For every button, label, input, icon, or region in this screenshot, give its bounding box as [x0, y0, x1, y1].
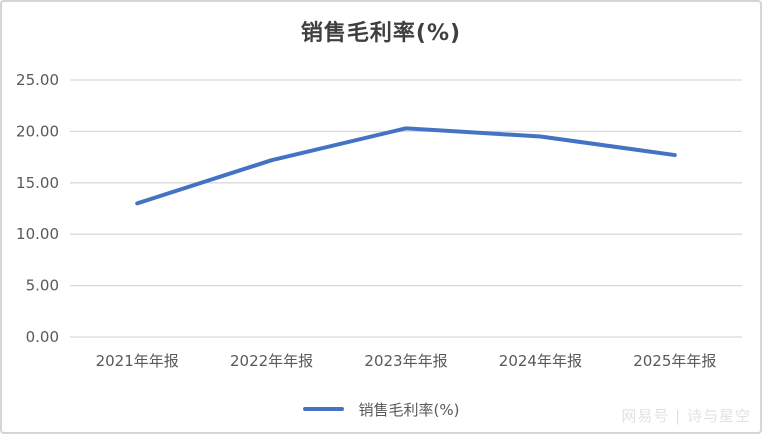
watermark-text: 网易号 | 诗与星空 — [621, 407, 751, 425]
x-tick-label: 2022年年报 — [230, 352, 313, 370]
legend-line-swatch-icon — [302, 407, 344, 411]
x-tick-label: 2024年年报 — [499, 352, 582, 370]
x-tick-label: 2021年年报 — [96, 352, 179, 370]
x-tick-label: 2023年年报 — [364, 352, 447, 370]
legend: 销售毛利率(%) — [2, 399, 760, 419]
y-tick-label: 15.00 — [16, 174, 59, 192]
legend-series-label: 销售毛利率(%) — [358, 400, 460, 419]
y-tick-label: 20.00 — [16, 122, 59, 140]
x-tick-label: 2025年年报 — [633, 352, 716, 370]
y-tick-label: 5.00 — [26, 277, 59, 295]
y-tick-label: 0.00 — [26, 328, 59, 346]
series-line — [135, 126, 677, 206]
y-tick-label: 25.00 — [16, 71, 59, 89]
chart-title: 销售毛利率(%) — [300, 21, 462, 46]
y-tick-label: 10.00 — [16, 225, 59, 243]
